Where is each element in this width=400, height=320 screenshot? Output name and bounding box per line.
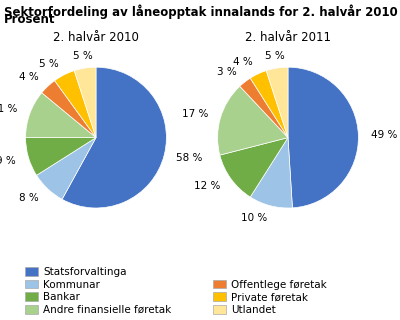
Wedge shape bbox=[218, 86, 288, 155]
Text: 4 %: 4 % bbox=[233, 57, 253, 68]
Text: 4 %: 4 % bbox=[19, 72, 39, 82]
Wedge shape bbox=[62, 67, 166, 208]
Wedge shape bbox=[250, 138, 292, 208]
Title: 2. halvår 2011: 2. halvår 2011 bbox=[245, 30, 331, 44]
Text: 10 %: 10 % bbox=[241, 213, 267, 223]
Wedge shape bbox=[266, 67, 288, 138]
Text: Prosent: Prosent bbox=[4, 13, 56, 27]
Text: 8 %: 8 % bbox=[19, 193, 39, 203]
Text: 5 %: 5 % bbox=[38, 59, 58, 68]
Text: 12 %: 12 % bbox=[194, 181, 221, 191]
Text: 58 %: 58 % bbox=[176, 153, 203, 163]
Wedge shape bbox=[26, 93, 96, 138]
Wedge shape bbox=[42, 81, 96, 138]
Text: 17 %: 17 % bbox=[182, 109, 208, 119]
Text: 3 %: 3 % bbox=[217, 67, 237, 77]
Wedge shape bbox=[26, 138, 96, 175]
Wedge shape bbox=[240, 78, 288, 138]
Title: 2. halvår 2010: 2. halvår 2010 bbox=[53, 30, 139, 44]
Wedge shape bbox=[220, 138, 288, 197]
Text: 49 %: 49 % bbox=[371, 130, 398, 140]
Text: 5 %: 5 % bbox=[73, 51, 93, 60]
Wedge shape bbox=[288, 67, 358, 208]
Text: 9 %: 9 % bbox=[0, 156, 16, 166]
Wedge shape bbox=[36, 138, 96, 199]
Wedge shape bbox=[55, 71, 96, 138]
Wedge shape bbox=[74, 67, 96, 138]
Text: 11 %: 11 % bbox=[0, 104, 18, 115]
Legend: Statsforvaltinga, Kommunar, Bankar, Andre finansielle føretak: Statsforvaltinga, Kommunar, Bankar, Andr… bbox=[25, 267, 171, 315]
Text: 5 %: 5 % bbox=[265, 51, 285, 60]
Text: Sektorfordeling av låneopptak innalands for 2. halvår 2010 og 2011.: Sektorfordeling av låneopptak innalands … bbox=[4, 5, 400, 20]
Legend: Offentlege føretak, Private føretak, Utlandet: Offentlege føretak, Private føretak, Utl… bbox=[213, 280, 327, 315]
Wedge shape bbox=[250, 71, 288, 138]
